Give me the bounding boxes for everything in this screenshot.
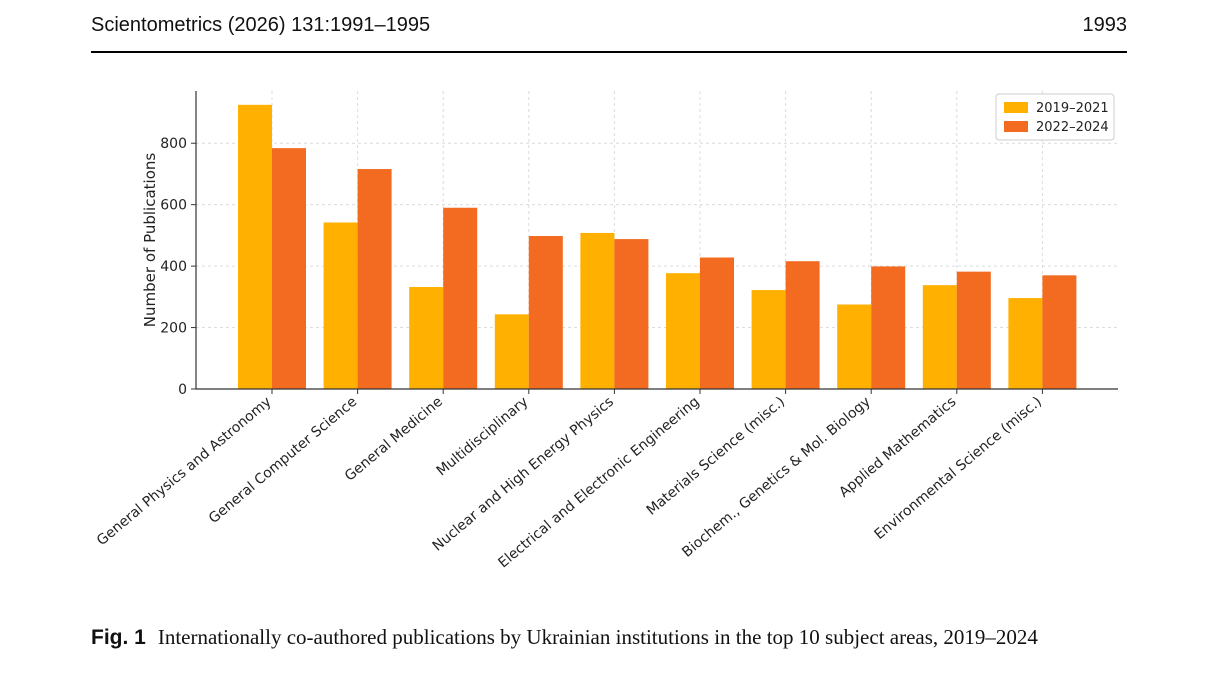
legend-swatch [1004, 102, 1028, 113]
bar-series-1 [323, 222, 358, 389]
y-tick-label: 0 [178, 382, 187, 398]
x-tick-label: Multidisciplinary [434, 394, 532, 480]
journal-reference: Scientometrics (2026) 131:1991–1995 [91, 14, 431, 36]
bar-series-1 [409, 287, 444, 389]
x-tick-label: General Computer Science [206, 394, 360, 527]
bar-series-1 [751, 290, 786, 389]
x-tick-label: Environmental Science (misc.) [872, 394, 1045, 543]
bar-series-2 [443, 207, 478, 389]
legend-swatch [1004, 121, 1028, 132]
caption-text: Internationally co-authored publications… [157, 625, 1038, 649]
figure-label: Fig. 1 [91, 626, 146, 649]
bar-series-2 [272, 148, 306, 389]
legend-label: 2022–2024 [1036, 120, 1109, 135]
bar-series-2 [871, 266, 906, 389]
legend-label: 2019–2021 [1036, 101, 1109, 116]
bar-series-1 [238, 104, 272, 390]
x-tick-label: Nuclear and High Energy Physics [430, 394, 617, 555]
bar-series-1 [922, 285, 957, 389]
bar-series-2 [357, 169, 392, 389]
y-axis-label: Number of Publications [141, 153, 159, 328]
header-rule [91, 51, 1127, 53]
bar-series-2 [956, 271, 991, 389]
bar-series-1 [1008, 298, 1043, 389]
y-tick-label: 600 [160, 198, 187, 214]
page-number: 1993 [1082, 14, 1128, 36]
x-tick-label: Materials Science (misc.) [644, 394, 789, 519]
bar-series-2 [614, 239, 649, 389]
x-tick-label: Biochem., Genetics & Mol. Biology [679, 394, 874, 561]
bar-series-2 [700, 257, 734, 389]
bar-series-2 [528, 236, 563, 389]
bar-series-2 [1042, 275, 1077, 389]
x-tick-label: General Physics and Astronomy [94, 394, 275, 549]
bar-series-1 [666, 273, 700, 389]
y-tick-label: 800 [160, 136, 187, 152]
y-tick-label: 200 [160, 321, 187, 337]
figure-caption: Fig. 1 Internationally co-authored public… [91, 624, 1127, 651]
bar-series-1 [494, 314, 529, 389]
bar-series-1 [580, 232, 615, 389]
bar-series-2 [785, 261, 820, 389]
y-tick-label: 400 [160, 259, 187, 275]
bar-series-1 [837, 304, 872, 389]
